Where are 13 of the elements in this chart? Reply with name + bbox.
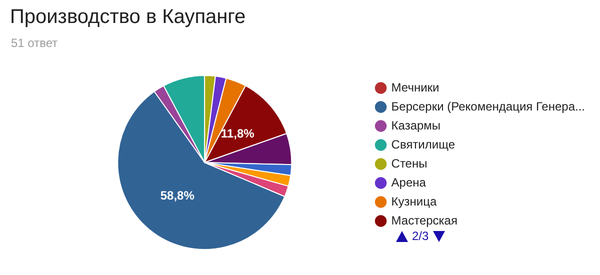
text: 2/3 bbox=[412, 229, 429, 243]
data-label: 11,8% bbox=[220, 126, 255, 140]
chart-subtitle: 51 ответ bbox=[11, 36, 58, 50]
legend-label: Казармы bbox=[391, 118, 441, 132]
legend-label: Святилище bbox=[391, 137, 456, 152]
legend-label: Мечники bbox=[391, 80, 440, 94]
chart-title: Производство в Каупанге bbox=[10, 6, 246, 29]
legend-label: Арена bbox=[391, 175, 426, 190]
legend-label: Кузница bbox=[391, 194, 437, 208]
legend-label: Берсерки (Рекомендация Генера... bbox=[391, 99, 585, 114]
legend-label: Мастерская bbox=[391, 213, 458, 228]
data-label: 58,8% bbox=[160, 188, 195, 203]
legend-label: Стены bbox=[391, 156, 428, 170]
